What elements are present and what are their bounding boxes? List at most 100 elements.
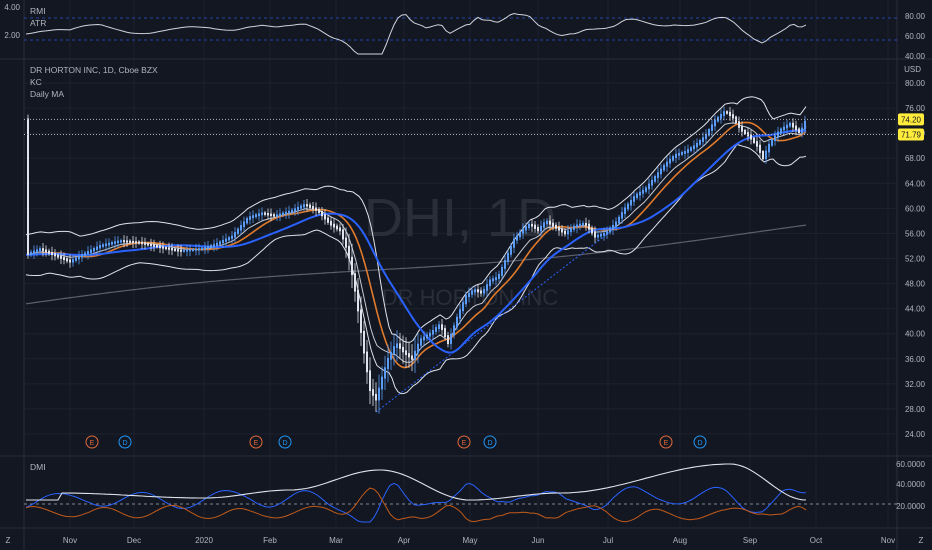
time-axis-label: Aug <box>673 536 687 545</box>
candle-body <box>465 295 467 305</box>
rmi-tick-label: 60.00 <box>905 32 926 41</box>
candle-body <box>396 343 398 348</box>
candle-body <box>744 129 746 135</box>
candle-body <box>801 127 803 134</box>
candle-body <box>78 255 80 260</box>
dmi-tick-label: 40.0000 <box>896 480 925 489</box>
candle-body <box>708 129 710 136</box>
candle-body <box>324 214 326 220</box>
candle-body <box>216 242 218 246</box>
candle-body <box>177 249 179 252</box>
candle-body <box>690 147 692 152</box>
candle-body <box>792 122 794 128</box>
candle-body <box>144 242 146 245</box>
candle-body <box>99 245 101 249</box>
candle-body <box>306 204 308 207</box>
candle-body <box>714 119 716 127</box>
price-tick-label: 28.00 <box>905 405 926 414</box>
candle-body <box>411 355 413 360</box>
candle-body <box>570 227 572 233</box>
candle-body <box>156 244 158 248</box>
earnings-marker-label: E <box>90 440 95 447</box>
candle-body <box>390 351 392 360</box>
candle-body <box>186 249 188 252</box>
time-axis-label: Jun <box>532 536 545 545</box>
candle-body <box>168 247 170 250</box>
price-tick-label: 60.00 <box>905 204 926 213</box>
candle-body <box>39 248 41 252</box>
candle-body <box>333 223 335 228</box>
candle-body <box>639 191 641 196</box>
candle-body <box>456 316 458 328</box>
candle-body <box>663 164 665 171</box>
candle-body <box>276 214 278 217</box>
candle-body <box>114 241 116 244</box>
atr-left-value: 4.00 <box>4 3 20 12</box>
price-tick-label: 52.00 <box>905 255 926 264</box>
candle-body <box>318 208 320 213</box>
earnings-marker-label: E <box>664 440 669 447</box>
candle-body <box>720 114 722 119</box>
candle-body <box>279 213 281 217</box>
atr-left-value-2: 2.00 <box>4 31 20 40</box>
candle-body <box>450 333 452 345</box>
candle-body <box>81 254 83 258</box>
candle-body <box>192 248 194 251</box>
candle-body <box>702 137 704 142</box>
time-axis-label: Jul <box>603 536 613 545</box>
candle-body <box>501 266 503 276</box>
candle-body <box>243 221 245 227</box>
candle-body <box>171 247 173 251</box>
candle-body <box>129 240 131 243</box>
candle-body <box>366 351 368 373</box>
candle-body <box>297 206 299 211</box>
candle-body <box>516 235 518 241</box>
candle-body <box>210 244 212 248</box>
candle-body <box>756 141 758 147</box>
candle-body <box>282 212 284 216</box>
candle-body <box>564 230 566 235</box>
candle-body <box>795 125 797 131</box>
time-axis-label: May <box>462 536 477 545</box>
indicator-label-kc: KC <box>30 77 42 87</box>
candle-body <box>771 139 773 146</box>
candle-body <box>423 336 425 341</box>
candle-body <box>195 248 197 251</box>
candle-body <box>438 324 440 330</box>
candle-body <box>360 309 362 333</box>
candle-body <box>633 196 635 202</box>
candle-body <box>309 204 311 208</box>
candle-body <box>669 158 671 164</box>
candle-body <box>507 252 509 262</box>
candle-body <box>339 227 341 232</box>
earnings-marker-icon <box>85 435 99 449</box>
candle-body <box>699 140 701 145</box>
candle-body <box>405 350 407 356</box>
candle-body <box>264 212 266 215</box>
price-tick-label: 56.00 <box>905 229 926 238</box>
candle-body <box>648 183 650 190</box>
candle-body <box>234 232 236 238</box>
candle-body <box>684 151 686 154</box>
candle-body <box>492 278 494 282</box>
dmi-tick-label: 20.0000 <box>896 502 925 511</box>
candle-body <box>123 240 125 243</box>
candle-body <box>606 230 608 235</box>
candle-body <box>93 248 95 252</box>
candle-body <box>387 357 389 370</box>
candle-body <box>132 240 134 244</box>
candle-body <box>789 122 791 127</box>
time-axis-label: 2020 <box>195 536 213 545</box>
candle-body <box>558 226 560 231</box>
candle-body <box>471 290 473 295</box>
candle-body <box>528 223 530 229</box>
candle-body <box>651 179 653 186</box>
candle-body <box>513 238 515 248</box>
dividend-marker-icon <box>118 435 132 449</box>
candle-body <box>207 245 209 249</box>
candle-body <box>87 251 89 255</box>
candle-body <box>486 284 488 291</box>
candle-body <box>120 240 122 243</box>
